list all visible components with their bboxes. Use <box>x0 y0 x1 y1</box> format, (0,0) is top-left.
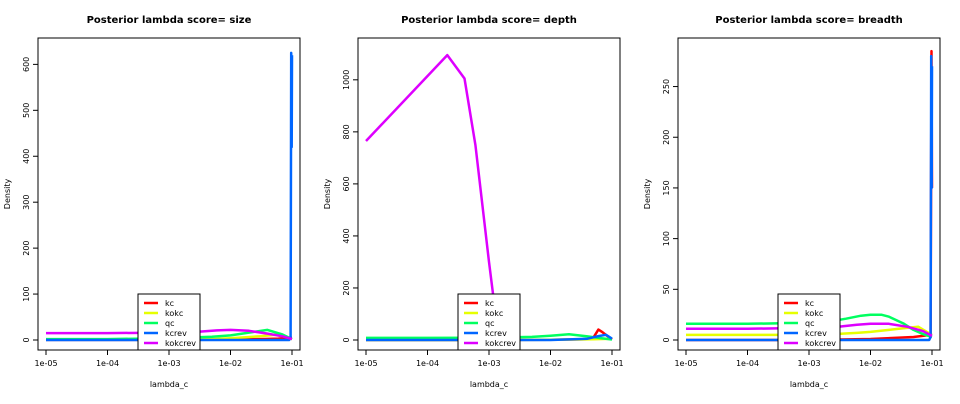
y-tick-label: 800 <box>342 124 351 139</box>
x-tick-label: 1e-01 <box>600 359 623 368</box>
chart-panel-1: Posterior lambda score= size 1e-05 1e-04 1e… <box>3 15 304 389</box>
x-axis-label: lambda_c <box>470 380 508 389</box>
y-tick-label: 200 <box>662 130 671 145</box>
x-tick-label: 1e-02 <box>219 359 242 368</box>
legend-label-kc: kc <box>805 299 814 308</box>
x-axis-label: lambda_c <box>790 380 828 389</box>
legend-label-kokc: kokc <box>805 309 823 318</box>
y-tick-label: 250 <box>662 79 671 94</box>
legend-label-kokc: kokc <box>165 309 183 318</box>
chart-panel-2: Posterior lambda score= depth 1e-05 1e-04 1… <box>323 15 624 389</box>
series-line-kokcrev <box>365 53 496 302</box>
legend-label-qc: qc <box>805 319 814 328</box>
x-tick-label: 1e-05 <box>674 359 697 368</box>
x-tick-label: 1e-04 <box>96 359 119 368</box>
y-tick-label: 0 <box>342 337 351 342</box>
chart-title: Posterior lambda score= depth <box>401 15 577 26</box>
x-tick-label: 1e-03 <box>157 359 180 368</box>
legend-label-kokcrev: kokcrev <box>165 339 196 348</box>
y-tick-label: 0 <box>662 337 671 342</box>
legend-label-kokc: kokc <box>485 309 503 318</box>
y-tick-label: 500 <box>22 103 31 118</box>
legend-label-qc: qc <box>165 319 174 328</box>
y-axis-label: Density <box>643 179 652 210</box>
x-tick-label: 1e-01 <box>280 359 303 368</box>
legend-label-kc: kc <box>485 299 494 308</box>
y-tick-label: 400 <box>342 228 351 243</box>
x-tick-label: 1e-04 <box>416 359 439 368</box>
y-tick-label: 100 <box>662 231 671 246</box>
chart-title: Posterior lambda score= breadth <box>715 15 903 26</box>
legend-label-kokcrev: kokcrev <box>805 339 836 348</box>
y-tick-label: 50 <box>662 284 671 294</box>
x-tick-label: 1e-04 <box>736 359 759 368</box>
series-line-qc <box>366 333 613 341</box>
legend-label-kcrev: kcrev <box>165 329 187 338</box>
chart-panel-3: Posterior lambda score= breadth 1e-05 1e-0… <box>643 15 944 389</box>
x-tick-label: 1e-03 <box>477 359 500 368</box>
y-axis-label: Density <box>323 179 332 210</box>
legend-label-kcrev: kcrev <box>485 329 507 338</box>
x-tick-label: 1e-01 <box>920 359 943 368</box>
y-tick-label: 200 <box>22 240 31 255</box>
y-tick-label: 150 <box>662 180 671 195</box>
y-tick-label: 100 <box>22 286 31 301</box>
chart-title: Posterior lambda score= size <box>87 15 252 26</box>
x-tick-label: 1e-03 <box>797 359 820 368</box>
y-tick-label: 300 <box>22 195 31 210</box>
legend-label-qc: qc <box>485 319 494 328</box>
x-tick-label: 1e-05 <box>34 359 57 368</box>
y-tick-label: 400 <box>22 149 31 164</box>
x-tick-label: 1e-02 <box>859 359 882 368</box>
x-tick-label: 1e-05 <box>354 359 377 368</box>
y-tick-label: 200 <box>342 280 351 295</box>
y-axis-label: Density <box>3 179 12 210</box>
legend-label-kc: kc <box>165 299 174 308</box>
y-tick-label: 0 <box>22 337 31 342</box>
y-tick-label: 600 <box>342 176 351 191</box>
y-tick-label: 1000 <box>342 70 351 90</box>
x-axis-label: lambda_c <box>150 380 188 389</box>
legend-label-kokcrev: kokcrev <box>485 339 516 348</box>
legend-label-kcrev: kcrev <box>805 329 827 338</box>
y-tick-label: 600 <box>22 57 31 72</box>
x-tick-label: 1e-02 <box>539 359 562 368</box>
